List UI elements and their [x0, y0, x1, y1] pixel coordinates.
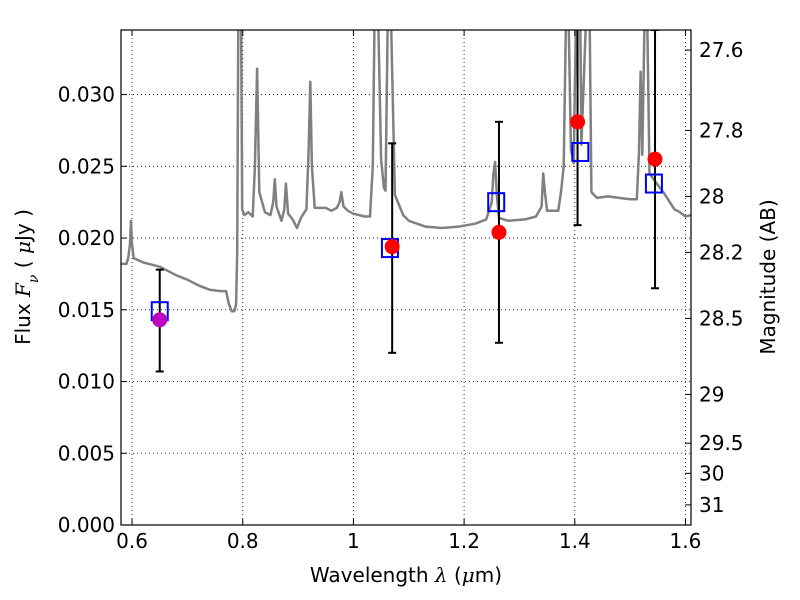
y-tick-label: 0.020 [58, 226, 115, 250]
observed-flux-point [152, 312, 168, 328]
x-axis-label: Wavelength λ (μm) [310, 563, 502, 587]
x-tick-label: 1.4 [559, 529, 591, 553]
y2-tick-label: 30 [699, 461, 724, 485]
y2-tick-label: 29 [699, 382, 724, 406]
y2-tick-label: 31 [699, 493, 724, 517]
y-tick-label: 0.015 [58, 298, 115, 322]
grid [121, 30, 691, 526]
y-tick-label: 0.030 [58, 83, 115, 107]
y-tick-label: 0.025 [58, 154, 115, 178]
observed-flux-point [384, 239, 400, 255]
x-tick-label: 1 [347, 529, 360, 553]
y-tick-label: 0.000 [58, 513, 115, 537]
plot-frame [120, 29, 692, 526]
y-tick-label: 0.010 [58, 370, 115, 394]
y2-tick-label: 27.6 [699, 38, 744, 62]
x-tick-label: 0.8 [227, 529, 259, 553]
plot-area [121, 30, 691, 373]
y2-tick-label: 27.8 [699, 118, 744, 142]
y2-tick-label: 28 [699, 184, 724, 208]
model-photometry-square [487, 192, 506, 213]
observed-flux-point [570, 114, 586, 130]
observed-flux-point [491, 224, 507, 240]
y2-tick-label: 28.2 [699, 240, 744, 264]
model-spectrum-line [121, 30, 691, 313]
y2-axis-label: Magnitude (AB) [756, 199, 780, 354]
observed-flux-point [647, 151, 663, 167]
y2-tick-label: 28.5 [699, 306, 744, 330]
y-tick-label: 0.005 [58, 441, 115, 465]
x-tick-label: 1.6 [670, 529, 702, 553]
y2-tick-label: 29.5 [699, 431, 744, 455]
y-axis-label: Flux Fν ( μJy ) [11, 209, 42, 345]
x-tick-label: 1.2 [448, 529, 480, 553]
model-photometry-square [644, 173, 663, 194]
axis-ticks: 0.6 0.8 1 1.2 1.4 1.6 0.000 0.005 0.010 0.015 0.02… [58, 30, 744, 553]
x-tick-label: 0.6 [116, 529, 148, 553]
model-photometry-square [571, 141, 590, 162]
